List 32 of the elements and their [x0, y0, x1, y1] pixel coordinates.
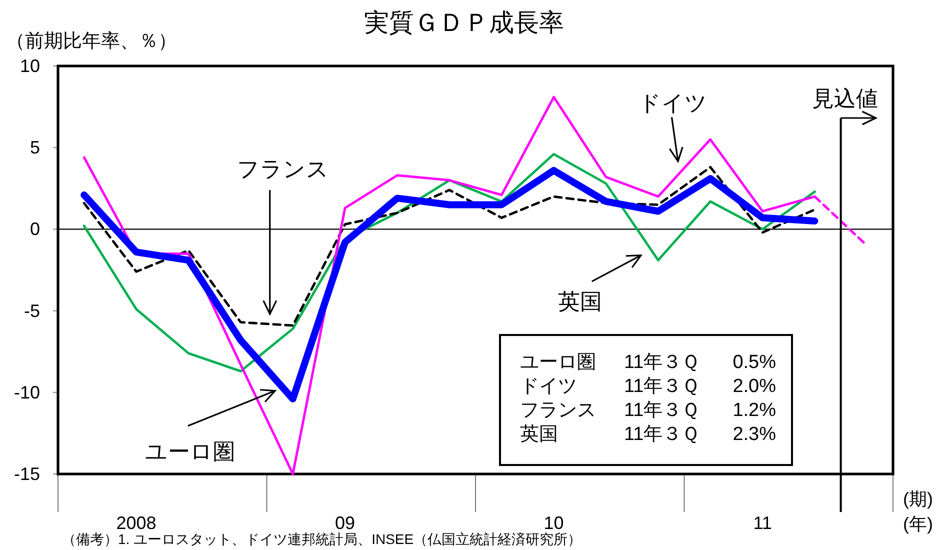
annotation: ドイツ [638, 90, 708, 116]
annotation: 11年３Ｑ [624, 424, 699, 445]
text: （備考）1. ユーロスタット、ドイツ連邦統計局、INSEE（仏国立統計経済研究所） [62, 531, 582, 547]
y-tick-label: -15 [14, 464, 40, 484]
annotation: 11年３Ｑ [624, 400, 699, 421]
y-tick-label: -10 [14, 382, 40, 402]
annotation: 英国 [520, 424, 558, 445]
x-tick-label: 11 [753, 513, 772, 533]
chart-title: 実質ＧＤＰ成長率 [364, 9, 564, 37]
annotation: ユーロ圏 [145, 439, 236, 464]
annotation: 2.3% [732, 424, 776, 445]
annotation: 2.0% [732, 376, 776, 397]
annotation: ユーロ圏 [520, 352, 596, 373]
text: (期) [903, 489, 933, 509]
annotation: ドイツ [520, 376, 577, 397]
y-axis-title: （前期比年率、％） [6, 30, 177, 52]
annotation: フランス [520, 400, 596, 421]
annotation: 見込値 [812, 86, 878, 111]
annotation: 1.2% [732, 400, 776, 421]
annotation: 英国 [558, 289, 602, 314]
annotation: フランス [236, 156, 329, 182]
y-tick-label: 0 [30, 219, 40, 240]
x-axis-title: (年) [903, 514, 933, 534]
x-tick-label: 10 [544, 513, 564, 533]
annotation: 0.5% [732, 352, 776, 373]
y-tick-label: 5 [30, 138, 40, 158]
y-tick-label: 10 [20, 56, 40, 76]
x-tick-label: 2008 [116, 513, 156, 533]
x-tick-label: 09 [335, 513, 356, 533]
y-tick-label: -5 [24, 300, 40, 321]
annotation: 11年３Ｑ [624, 352, 699, 373]
annotation: 11年３Ｑ [624, 376, 699, 397]
